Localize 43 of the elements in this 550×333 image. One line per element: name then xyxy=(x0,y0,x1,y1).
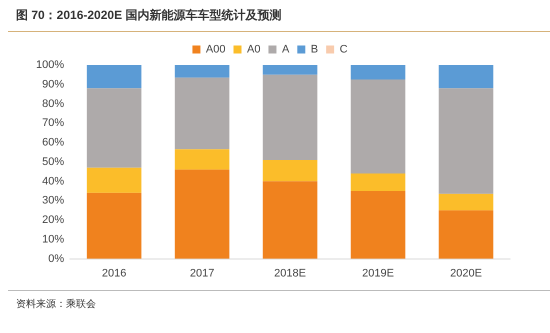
legend-label: C xyxy=(340,44,348,56)
bar xyxy=(262,181,318,259)
bar xyxy=(262,65,318,75)
legend-label: A00 xyxy=(206,44,226,56)
bar xyxy=(174,65,230,78)
y-tick-label: 50% xyxy=(42,156,64,168)
x-tick-label: 2020E xyxy=(450,267,482,280)
bar xyxy=(86,192,142,259)
y-tick-label: 80% xyxy=(42,98,64,110)
y-tick-label: 10% xyxy=(42,233,64,246)
bar xyxy=(174,170,230,259)
bar xyxy=(438,210,494,259)
bar xyxy=(174,78,230,150)
text: 资料来源：乘联会 xyxy=(16,298,96,311)
bar xyxy=(438,65,494,88)
y-tick-label: 0% xyxy=(48,252,64,265)
x-tick-label: 2018E xyxy=(274,267,306,280)
y-tick-label: 30% xyxy=(42,194,64,207)
y-tick-label: 60% xyxy=(42,136,64,149)
x-tick-label: 2019E xyxy=(362,267,394,280)
bar xyxy=(438,88,494,194)
legend-label: A0 xyxy=(247,44,260,56)
legend-label: B xyxy=(310,44,318,56)
y-tick-label: 100% xyxy=(36,59,64,72)
y-tick-label: 70% xyxy=(42,117,64,130)
y-tick-label: 40% xyxy=(42,175,64,188)
bar xyxy=(262,160,318,182)
bar xyxy=(86,88,142,168)
bar xyxy=(86,168,142,193)
bar xyxy=(350,190,406,259)
bar xyxy=(86,65,142,88)
legend-label: A xyxy=(282,44,290,56)
y-tick-label: 90% xyxy=(42,78,64,90)
x-tick-label: 2017 xyxy=(190,267,214,280)
bar xyxy=(350,80,406,174)
chart-title: 图 70：2016-2020E 国内新能源车车型统计及预测 xyxy=(16,7,282,24)
y-tick-label: 20% xyxy=(42,214,64,226)
bar xyxy=(438,194,494,210)
bar xyxy=(262,74,318,160)
bar xyxy=(350,174,406,191)
bar xyxy=(174,149,230,170)
x-tick-label: 2016 xyxy=(102,267,126,280)
bar xyxy=(350,65,406,80)
